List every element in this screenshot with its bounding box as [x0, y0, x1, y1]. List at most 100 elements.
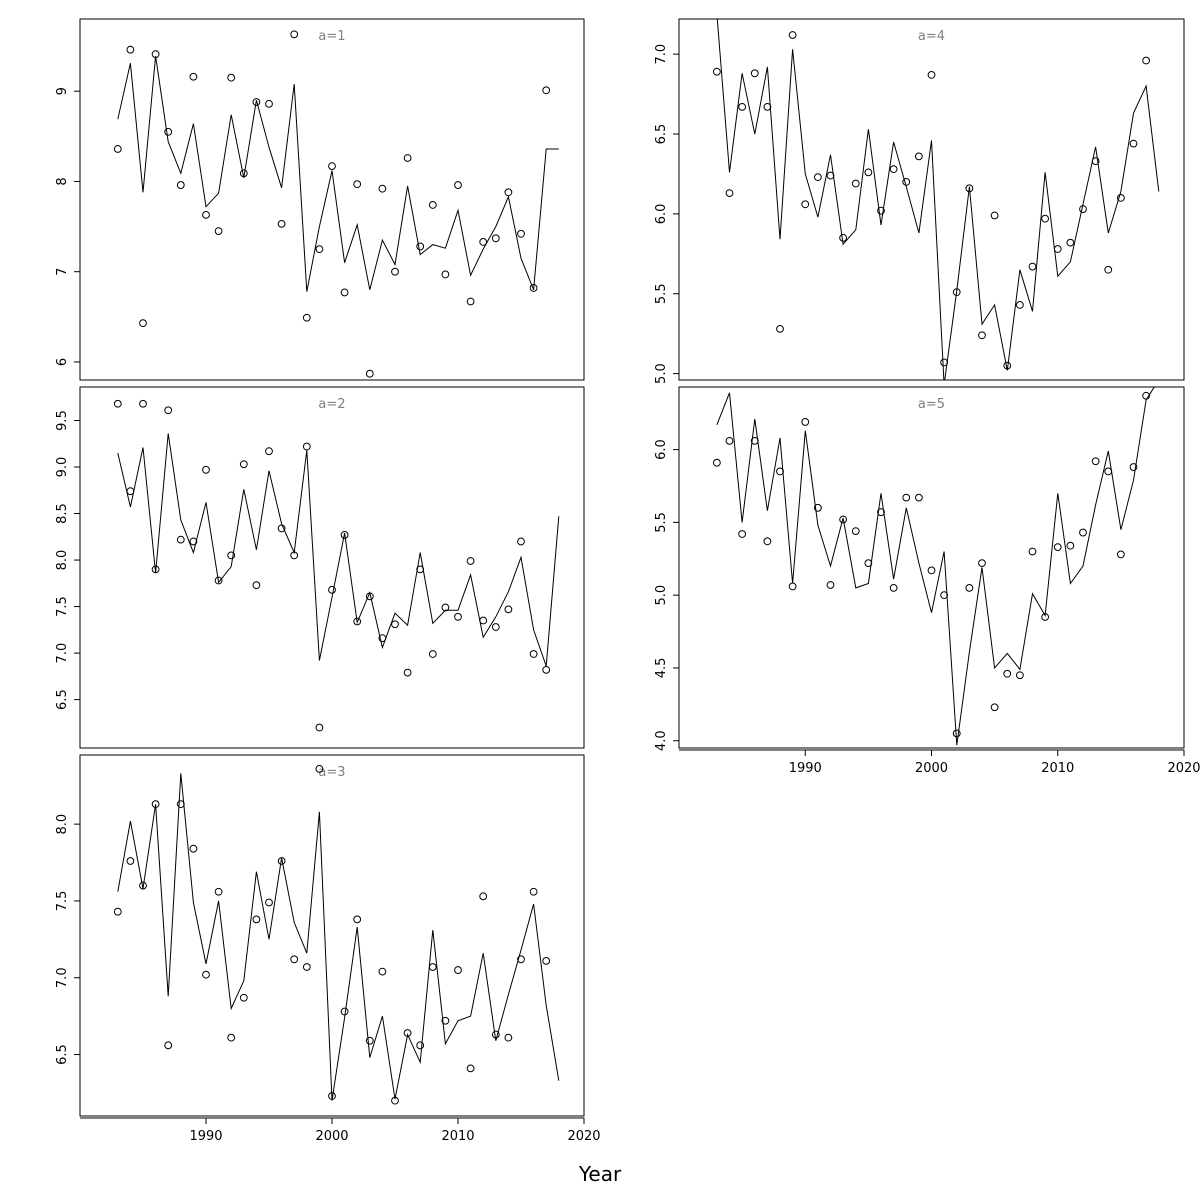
panel-5-point-30	[1091, 457, 1100, 466]
panel-3-point-21	[378, 967, 387, 976]
panel-2-point-19	[353, 617, 362, 626]
panel-5-point-7	[801, 418, 810, 426]
panel-4-point-31	[1104, 265, 1113, 274]
x-axis-title: Year	[578, 1162, 622, 1186]
panel-1-title: a=1	[318, 29, 345, 44]
panel-2-point-31	[504, 605, 513, 614]
panel-1-point-14	[290, 30, 299, 39]
panel-4-point-1	[725, 189, 734, 198]
panel-4-point-11	[851, 179, 860, 188]
panel-1-point-24	[416, 242, 425, 251]
panel-4-point-33	[1129, 139, 1138, 148]
panel-1-point-30	[491, 234, 500, 243]
panel-5-point-2	[738, 530, 747, 538]
panel-5-point-12	[864, 559, 873, 568]
panel-1-point-5	[176, 181, 185, 189]
panel-5-xtick-label-3: 2020	[1167, 761, 1200, 776]
panel-2-point-2	[139, 399, 147, 408]
panel-1-ytick-label-2: 8	[55, 177, 70, 185]
panel-4: a=4 5.0 5.5 6.0 6.5 7.0	[654, 18, 1185, 384]
panel-5-point-8	[813, 503, 822, 512]
panel-2-point-0	[113, 399, 122, 408]
panel-3-ytick-label-3: 8.0	[55, 814, 70, 835]
panel-2-ytick-label-1: 7.0	[55, 643, 70, 664]
panel-1: a=1 6 7 8 9	[55, 18, 585, 381]
panel-2-point-18	[340, 531, 349, 539]
panel-1-point-16	[315, 245, 324, 254]
panel-1-point-27	[454, 181, 462, 189]
panel-3-point-4	[164, 1041, 173, 1050]
panel-5-ytick-label-4: 6.0	[654, 439, 669, 460]
panel-5: a=5 4.0 4.5 5.0 5.5 6.0 1990 2000 2010 2020	[654, 386, 1200, 776]
panel-1-point-2	[139, 319, 147, 328]
panel-3-fitted-line	[117, 773, 560, 1101]
panel-5-point-13	[877, 508, 885, 517]
panel-3-point-2	[139, 881, 147, 890]
panel-2-point-12	[265, 447, 273, 456]
panel-5-point-11	[851, 527, 860, 536]
panel-1-point-19	[353, 180, 362, 189]
panel-4-point-34	[1142, 56, 1151, 65]
panel-3-point-29	[479, 892, 488, 901]
panel-5-point-34	[1142, 391, 1151, 400]
panel-3-point-15	[302, 963, 311, 971]
panel-4-point-15	[902, 178, 911, 186]
panel-2-point-8	[214, 576, 223, 585]
panel-4-point-3	[750, 69, 759, 78]
panel-3-point-12	[265, 898, 273, 907]
panel-5-title: a=5	[918, 397, 945, 412]
panel-2-point-16	[315, 723, 324, 732]
panel-1-point-13	[277, 219, 286, 228]
panel-2-ytick-label-2: 7.5	[55, 596, 70, 617]
panel-3-point-5	[176, 800, 185, 809]
panel-4-point-9	[826, 171, 835, 180]
panel-2-point-32	[517, 537, 525, 546]
panel-3-ytick-label-2: 7.5	[55, 891, 70, 912]
panel-5-xtick-label-2: 2010	[1041, 761, 1074, 776]
panel-5-point-21	[978, 559, 986, 568]
panel-4-point-0	[712, 67, 721, 76]
panel-4-point-29	[1079, 205, 1087, 213]
panel-1-point-31	[504, 188, 513, 197]
panel-3-point-32	[517, 955, 525, 964]
panel-1-point-22	[391, 267, 399, 276]
panel-3-point-1	[126, 857, 135, 865]
panel-4-point-30	[1091, 157, 1100, 166]
panel-2-point-34	[542, 665, 551, 674]
panel-1-point-18	[340, 288, 349, 297]
panel-5-point-24	[1015, 671, 1024, 680]
panel-1-point-9	[227, 73, 236, 82]
panel-4-point-19	[952, 288, 961, 297]
panel-2-point-5	[176, 535, 185, 544]
panel-2-point-24	[416, 565, 425, 574]
panel-5-point-23	[1003, 669, 1012, 678]
panel-3-point-27	[454, 966, 462, 974]
panel-5-xtick-label-0: 1990	[789, 761, 822, 776]
panel-2-ytick-label-6: 9.5	[55, 410, 70, 431]
panel-4-point-13	[877, 206, 885, 215]
panel-4-point-7	[801, 200, 810, 209]
panel-1-point-11	[252, 98, 261, 106]
panel-4-point-14	[889, 165, 898, 174]
panel-1-frame	[79, 18, 585, 381]
panel-2-point-22	[391, 620, 399, 629]
panel-4-point-4	[763, 102, 772, 111]
panel-5-point-4	[763, 537, 772, 546]
panel-5-point-32	[1116, 550, 1125, 559]
panel-5-ytick-label-0: 4.0	[654, 730, 669, 751]
panel-1-point-25	[428, 201, 437, 209]
panel-1-point-3	[151, 50, 160, 59]
panel-1-point-23	[403, 154, 412, 162]
panel-3-ytick-label-0: 6.5	[55, 1044, 70, 1065]
panel-5-point-18	[940, 591, 949, 600]
panel-2-point-15	[302, 442, 311, 451]
panel-2-point-3	[151, 565, 160, 574]
panel-4-point-2	[738, 102, 747, 111]
panel-1-point-1	[126, 45, 135, 54]
panel-1-point-32	[517, 229, 525, 238]
panel-1-point-29	[479, 238, 488, 246]
panel-2-point-30	[491, 623, 500, 631]
panel-3-point-6	[189, 844, 198, 853]
panel-5-ytick-label-1: 4.5	[654, 658, 669, 679]
panel-2-ytick-label-0: 6.5	[55, 689, 70, 710]
